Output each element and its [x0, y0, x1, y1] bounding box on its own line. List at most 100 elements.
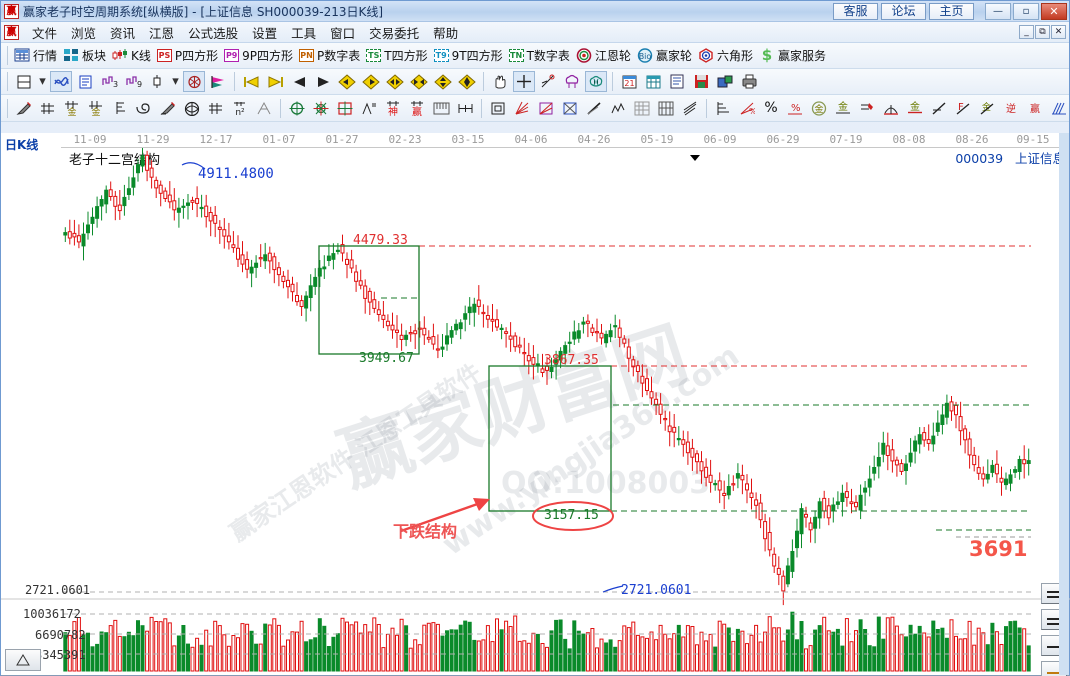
flag-marker-button[interactable]	[207, 71, 229, 92]
shen-grid-button[interactable]: 神	[382, 98, 404, 119]
trend-line-button[interactable]	[583, 98, 605, 119]
package-export-button[interactable]	[714, 71, 736, 92]
toolbar-9p-square[interactable]: P9 9P四方形	[222, 46, 297, 65]
chart-area[interactable]: 日K线 11-09 11-29 12-17 01-07 01-27 02-23 …	[1, 133, 1070, 676]
grid-net-button[interactable]	[631, 98, 653, 119]
page-left-button[interactable]	[288, 71, 310, 92]
fan-red-button[interactable]	[511, 98, 533, 119]
toolbar-winner-service[interactable]: $ 赢家服务	[757, 46, 830, 65]
menu-item-trade-entrust[interactable]: 交易委托	[369, 25, 420, 41]
wave-marks-button[interactable]	[358, 98, 380, 119]
box-cross-button[interactable]	[559, 98, 581, 119]
angle-lines-button[interactable]	[253, 98, 275, 119]
menu-item-news[interactable]: 资讯	[110, 25, 136, 41]
n-squared-button[interactable]: n²	[229, 98, 251, 119]
toolbar-winner-wheel[interactable]: Bio 赢家轮	[635, 46, 696, 65]
kline-3-button[interactable]: 3	[98, 71, 120, 92]
angle-1-button[interactable]	[928, 98, 950, 119]
hand-pan-button[interactable]	[489, 71, 511, 92]
menu-item-file[interactable]: 文件	[32, 25, 58, 41]
pattern-net-button[interactable]	[183, 71, 205, 92]
box-diagonals-button[interactable]	[535, 98, 557, 119]
print-button[interactable]	[738, 71, 760, 92]
four-lines-button[interactable]	[1048, 98, 1070, 119]
toolbar-quotes[interactable]: 行情	[12, 46, 61, 65]
grid-net-2-button[interactable]	[655, 98, 677, 119]
percent-button[interactable]: %	[764, 100, 778, 116]
zigzag-line-button[interactable]	[607, 98, 629, 119]
toolbar-p-square[interactable]: PS P四方形	[155, 46, 222, 65]
toolbar-hexagon[interactable]: 六角形	[696, 46, 757, 65]
fit-all-button[interactable]	[456, 71, 478, 92]
gold-angle-button[interactable]: 金	[976, 98, 998, 119]
menu-item-tools[interactable]: 工具	[291, 25, 317, 41]
f-scale-button[interactable]	[109, 98, 131, 119]
candle-dropdown-icon[interactable]: ▾	[172, 74, 179, 89]
span-measure-button[interactable]	[454, 98, 476, 119]
ying-grid-button[interactable]: 赢	[406, 98, 428, 119]
report-doc-button[interactable]	[74, 71, 96, 92]
page-right-button[interactable]	[312, 71, 334, 92]
ruler-123-button[interactable]	[430, 98, 452, 119]
data-table-button[interactable]	[642, 71, 664, 92]
compress-horizontal-button[interactable]	[408, 71, 430, 92]
parallel-lines-button[interactable]	[679, 98, 701, 119]
percent-line-button[interactable]: %	[784, 98, 806, 119]
gann-fan-grid-button[interactable]	[37, 98, 59, 119]
cut-line-button[interactable]	[537, 71, 559, 92]
notepad-button[interactable]	[666, 71, 688, 92]
close-button[interactable]: ✕	[1041, 2, 1067, 20]
toolbar-9t-square[interactable]: T9 9T四方形	[432, 46, 507, 65]
calendar-dropdown-icon[interactable]: ▾	[39, 74, 46, 89]
chart-marker-triangle-icon[interactable]	[690, 155, 700, 161]
spiral-button[interactable]	[133, 98, 155, 119]
ladder-steps-button[interactable]	[712, 98, 734, 119]
gold-scale-button[interactable]: 金	[832, 98, 854, 119]
first-page-button[interactable]	[240, 71, 262, 92]
toolbar-t-square[interactable]: TS T四方形	[364, 46, 431, 65]
price-chart-canvas[interactable]	[1, 133, 1070, 676]
expand-horizontal-button[interactable]	[384, 71, 406, 92]
toolbar-p-number-table[interactable]: PN P数字表	[297, 46, 364, 65]
ying-angle-button[interactable]: 赢	[1024, 98, 1046, 119]
shift-left-button[interactable]	[336, 71, 358, 92]
circle-cycle-button[interactable]	[181, 98, 203, 119]
toolbar-sector[interactable]: 板块	[61, 46, 110, 65]
save-floppy-button[interactable]	[690, 71, 712, 92]
pen-draw-button[interactable]	[157, 98, 179, 119]
target-cross-button[interactable]	[310, 98, 332, 119]
crosshair-button[interactable]	[513, 71, 535, 92]
mdi-minimize-button[interactable]: _	[1019, 25, 1034, 39]
menu-item-window[interactable]: 窗口	[330, 25, 356, 41]
mdi-close-button[interactable]: ✕	[1051, 25, 1066, 39]
toolbar-kline[interactable]: K线	[110, 46, 155, 65]
zoom-tool-button[interactable]	[5, 649, 41, 671]
menu-item-settings[interactable]: 设置	[252, 25, 278, 41]
calendar-select-button[interactable]	[13, 71, 35, 92]
right-scroll-column[interactable]	[1059, 133, 1069, 675]
menu-item-browse[interactable]: 浏览	[71, 25, 97, 41]
maximize-button[interactable]: ▫	[1013, 2, 1039, 20]
ink-pen-button[interactable]	[856, 98, 878, 119]
toolbar-t-number-table[interactable]: TN T数字表	[507, 46, 574, 65]
menu-item-formula-stock-pick[interactable]: 公式选股	[188, 25, 239, 41]
comb-scale-button[interactable]	[205, 98, 227, 119]
boxed-cross-button[interactable]	[334, 98, 356, 119]
toolbar-gann-wheel[interactable]: 江恩轮	[574, 46, 635, 65]
overlay-curves-button[interactable]	[50, 71, 72, 92]
brain-analysis-button[interactable]	[585, 71, 607, 92]
step-red-button[interactable]: 逆	[1000, 98, 1022, 119]
homepage-button[interactable]: 主页	[929, 2, 974, 20]
single-box-button[interactable]	[487, 98, 509, 119]
mdi-restore-button[interactable]: ⧉	[1035, 25, 1050, 39]
kline-9-button[interactable]: 9	[122, 71, 144, 92]
gold-ratio-1-button[interactable]: 金	[61, 98, 83, 119]
gold-ratio-2-button[interactable]: 金	[85, 98, 107, 119]
customer-service-button[interactable]: 客服	[833, 2, 878, 20]
shift-right-button[interactable]	[360, 71, 382, 92]
calendar-21-button[interactable]: 21	[618, 71, 640, 92]
pointer-pen-button[interactable]	[13, 98, 35, 119]
percent-fan-button[interactable]: %	[736, 98, 758, 119]
menu-item-gann[interactable]: 江恩	[149, 25, 175, 41]
last-page-button[interactable]	[264, 71, 286, 92]
